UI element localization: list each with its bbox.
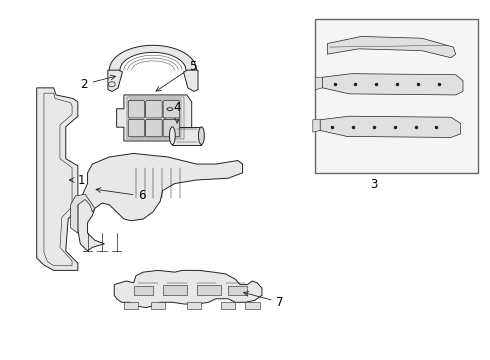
FancyBboxPatch shape — [146, 100, 162, 118]
Text: 1: 1 — [70, 174, 85, 186]
Polygon shape — [108, 70, 122, 91]
Polygon shape — [221, 302, 235, 309]
Polygon shape — [114, 270, 262, 307]
Polygon shape — [315, 77, 322, 90]
FancyBboxPatch shape — [128, 100, 145, 118]
FancyBboxPatch shape — [146, 120, 162, 137]
Text: 3: 3 — [369, 178, 377, 191]
Bar — [163, 285, 187, 295]
Polygon shape — [150, 302, 165, 309]
Circle shape — [108, 82, 115, 87]
Text: 6: 6 — [96, 188, 146, 202]
Polygon shape — [78, 153, 243, 251]
Polygon shape — [322, 74, 463, 95]
Polygon shape — [172, 127, 201, 145]
Polygon shape — [320, 116, 461, 138]
Polygon shape — [37, 88, 78, 270]
Ellipse shape — [170, 127, 175, 145]
Polygon shape — [109, 45, 196, 72]
Text: 5: 5 — [156, 60, 196, 91]
Text: 2: 2 — [80, 75, 116, 91]
Ellipse shape — [167, 108, 173, 111]
Bar — [315, 19, 478, 173]
Polygon shape — [71, 194, 95, 233]
Bar — [196, 285, 221, 295]
Text: 4: 4 — [173, 102, 181, 123]
Text: 7: 7 — [244, 292, 284, 309]
Polygon shape — [165, 109, 175, 127]
Polygon shape — [313, 120, 320, 132]
Bar — [134, 286, 153, 295]
Polygon shape — [183, 70, 198, 91]
Bar — [228, 286, 247, 295]
Polygon shape — [124, 302, 138, 309]
FancyBboxPatch shape — [163, 120, 180, 137]
Polygon shape — [327, 36, 456, 58]
Polygon shape — [245, 302, 260, 309]
FancyBboxPatch shape — [128, 120, 145, 137]
Polygon shape — [117, 95, 192, 141]
Ellipse shape — [198, 127, 204, 145]
Polygon shape — [187, 302, 201, 309]
FancyBboxPatch shape — [163, 100, 180, 118]
